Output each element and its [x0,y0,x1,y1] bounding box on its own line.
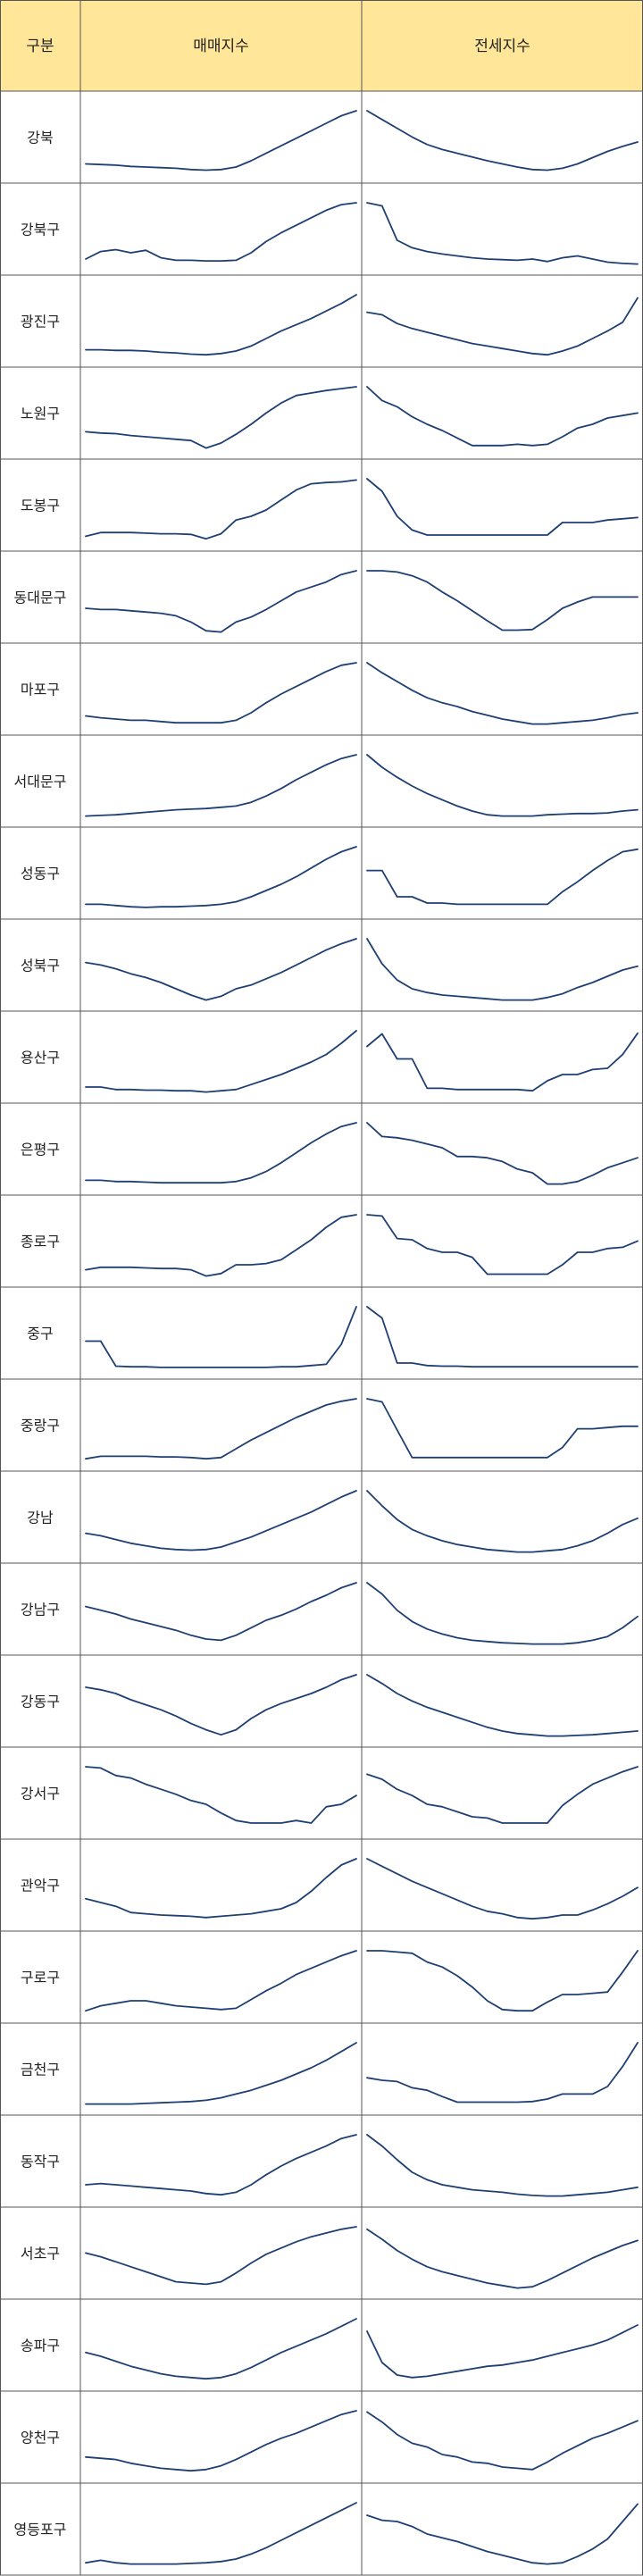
jeonse-index-line [366,1950,639,2012]
row-label: 서대문구 [14,774,67,790]
jeonse-index-line [366,1858,639,1920]
sale-index-line [85,1950,357,2012]
row-label: 영등포구 [14,2522,67,2538]
jeonse-index-line [366,2228,639,2289]
row-label: 강서구 [21,1786,60,1802]
row-label: 용산구 [21,1050,60,1066]
row-label: 구로구 [21,1970,60,1986]
row-label: 금천구 [21,2062,60,2078]
sale-index-line [85,2134,357,2196]
row-label: 성북구 [21,958,60,974]
jeonse-index-line [366,2503,639,2565]
sale-index-line [85,2226,357,2286]
row-label: 관악구 [21,1878,60,1894]
row-label: 동대문구 [14,590,67,606]
sale-index-line [85,479,357,540]
sale-index-line [85,110,357,171]
jeonse-index-line [366,848,639,906]
row-label: 종로구 [21,1234,60,1250]
header-row-bg [0,0,643,91]
sale-index-line [85,1306,357,1368]
jeonse-index-line [366,1490,639,1553]
row-label: 강북구 [21,222,60,238]
row-label: 도봉구 [21,498,60,514]
sale-index-line [85,1030,357,1093]
sale-index-line [85,662,357,724]
jeonse-index-line [366,1766,639,1824]
sale-index-line [85,1398,357,1460]
row-label: 노원구 [21,406,60,422]
jeonse-index-line [366,1214,639,1275]
sale-index-line [85,1490,357,1551]
header-sale-index: 매매지수 [193,38,249,55]
sale-index-line [85,386,357,449]
jeonse-index-line [366,1582,639,1645]
sale-index-line [85,2318,357,2380]
sale-index-line [85,938,357,1001]
sale-index-line [85,754,357,817]
sale-index-line [85,2042,357,2105]
jeonse-index-line [366,2134,639,2197]
row-label: 강동구 [21,1694,60,1710]
sale-index-line [85,294,357,356]
jeonse-index-line [366,2411,639,2471]
row-label: 강남 [27,1510,54,1526]
sale-index-line [85,1582,357,1642]
sale-index-line [85,846,357,908]
jeonse-index-line [366,2324,639,2379]
row-label: 중랑구 [21,1418,60,1434]
header-jeonse-index: 전세지수 [474,38,530,55]
row-label: 성동구 [21,866,60,882]
row-label: 동작구 [21,2154,60,2170]
row-label: 서초구 [21,2246,60,2262]
row-label: 은평구 [21,1142,60,1158]
sale-index-line [85,1122,357,1184]
jeonse-index-line [366,1674,639,1737]
jeonse-index-line [366,202,639,265]
jeonse-index-line [366,938,639,1001]
row-label: 마포구 [21,682,60,698]
row-label: 강남구 [21,1602,60,1618]
jeonse-index-line [366,1122,639,1185]
jeonse-index-line [366,754,639,817]
header-category: 구분 [26,38,54,55]
jeonse-index-line [366,662,639,725]
sale-index-line [85,1858,357,1919]
row-label: 광진구 [21,314,60,330]
row-label: 강북 [27,130,53,146]
jeonse-index-line [366,570,639,631]
jeonse-index-line [366,478,639,536]
row-label: 양천구 [21,2430,60,2446]
jeonse-index-line [366,1306,639,1368]
row-label: 중구 [27,1326,53,1342]
jeonse-index-line [366,386,639,447]
jeonse-index-line [366,1398,639,1459]
sale-index-line [85,570,357,633]
sale-index-line [85,2410,357,2472]
sale-index-line [85,1674,357,1736]
sale-index-line [85,1766,357,1824]
jeonse-index-line [366,1032,639,1092]
sale-index-line [85,202,357,263]
sale-index-line [85,1214,357,1277]
row-label: 송파구 [21,2338,60,2354]
sale-index-line [85,2502,357,2565]
jeonse-index-line [366,2042,639,2103]
jeonse-index-line [366,110,639,171]
jeonse-index-line [366,297,639,356]
